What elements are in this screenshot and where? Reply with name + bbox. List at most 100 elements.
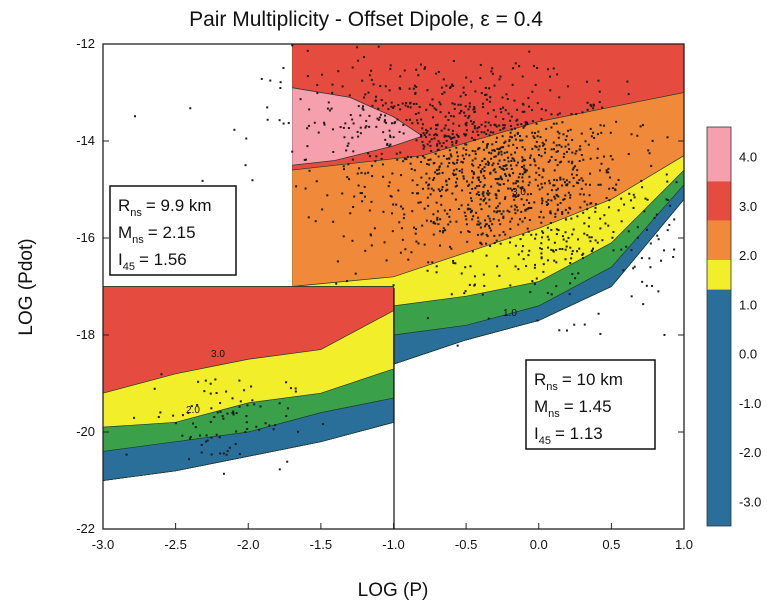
scatter-point [545, 139, 548, 142]
scatter-point [194, 426, 197, 429]
y-tick-label: -12 [76, 36, 95, 51]
scatter-point [517, 253, 520, 256]
scatter-point [651, 139, 654, 142]
scatter-point [498, 202, 501, 205]
scatter-point [534, 83, 537, 86]
scatter-point [461, 154, 464, 157]
scatter-point [352, 150, 355, 153]
scatter-point [567, 143, 570, 146]
scatter-point [380, 157, 383, 160]
scatter-point [470, 197, 473, 200]
scatter-point [509, 119, 512, 122]
scatter-point [629, 199, 632, 202]
scatter-point [517, 185, 520, 188]
scatter-point [245, 415, 248, 418]
scatter-point [447, 128, 450, 131]
scatter-point [426, 196, 429, 199]
scatter-point [368, 125, 371, 128]
scatter-point [516, 132, 519, 135]
scatter-point [209, 392, 212, 395]
scatter-point [466, 180, 469, 183]
scatter-point [543, 143, 546, 146]
scatter-point [192, 422, 195, 425]
scatter-point [533, 136, 536, 139]
scatter-point [470, 199, 473, 202]
scatter-point [497, 177, 500, 180]
scatter-point [258, 428, 261, 431]
scatter-point [545, 200, 548, 203]
scatter-point [580, 154, 583, 157]
scatter-point [513, 187, 516, 190]
scatter-point [600, 131, 603, 134]
y-axis-ticks: -12 -14 -16 -18 -20 -22 [76, 36, 684, 536]
scatter-point [376, 117, 379, 120]
scatter-point [306, 145, 309, 148]
scatter-point [472, 164, 475, 167]
scatter-point [492, 109, 495, 112]
scatter-point [323, 121, 326, 124]
scatter-point [449, 153, 452, 156]
scatter-point [245, 421, 248, 424]
scatter-point [567, 236, 570, 239]
scatter-point [435, 72, 438, 75]
scatter-point [577, 182, 580, 185]
scatter-point [189, 437, 192, 440]
scatter-point [468, 154, 471, 157]
scatter-point [246, 404, 249, 407]
scatter-point [541, 186, 544, 189]
scatter-point [469, 80, 472, 83]
scatter-point [490, 152, 493, 155]
scatter-point [205, 440, 208, 443]
scatter-point [527, 206, 530, 209]
scatter-point [525, 208, 528, 211]
scatter-point [476, 233, 479, 236]
scatter-point [390, 101, 393, 104]
scatter-point [446, 165, 449, 168]
scatter-point [514, 182, 517, 185]
scatter-point [452, 172, 455, 175]
scatter-point [550, 248, 553, 251]
scatter-point [647, 149, 650, 152]
scatter-point [675, 181, 678, 184]
scatter-point [402, 132, 405, 135]
scatter-point [327, 101, 330, 104]
scatter-point [410, 251, 413, 254]
scatter-point [426, 143, 429, 146]
scatter-point [347, 127, 350, 130]
scatter-point [463, 133, 466, 136]
scatter-point [528, 175, 531, 178]
scatter-point [546, 292, 549, 295]
scatter-point [503, 151, 506, 154]
scatter-point [352, 122, 355, 125]
scatter-point [451, 133, 454, 136]
scatter-point [520, 198, 523, 201]
scatter-point [521, 160, 524, 163]
scatter-point [562, 198, 565, 201]
scatter-point [278, 468, 281, 471]
scatter-point [402, 160, 405, 163]
scatter-point [384, 138, 387, 141]
scatter-point [509, 187, 512, 190]
scatter-point [421, 127, 424, 130]
scatter-point [295, 185, 298, 188]
scatter-point [572, 166, 575, 169]
scatter-point [445, 135, 448, 138]
scatter-point [524, 121, 527, 124]
colorbar-label: 4.0 [739, 150, 757, 165]
scatter-point [506, 209, 509, 212]
scatter-point [462, 147, 465, 150]
scatter-point [416, 183, 419, 186]
scatter-point [533, 158, 536, 161]
scatter-point [594, 206, 597, 209]
scatter-point [399, 151, 402, 154]
scatter-point [346, 176, 349, 179]
scatter-point [644, 197, 647, 200]
box2-line1-main: R [534, 370, 546, 389]
scatter-point [552, 67, 555, 70]
scatter-point [400, 227, 403, 230]
scatter-point [557, 229, 560, 232]
scatter-point [540, 118, 543, 121]
scatter-point [485, 254, 488, 257]
scatter-point [486, 235, 489, 238]
scatter-point [432, 116, 435, 119]
